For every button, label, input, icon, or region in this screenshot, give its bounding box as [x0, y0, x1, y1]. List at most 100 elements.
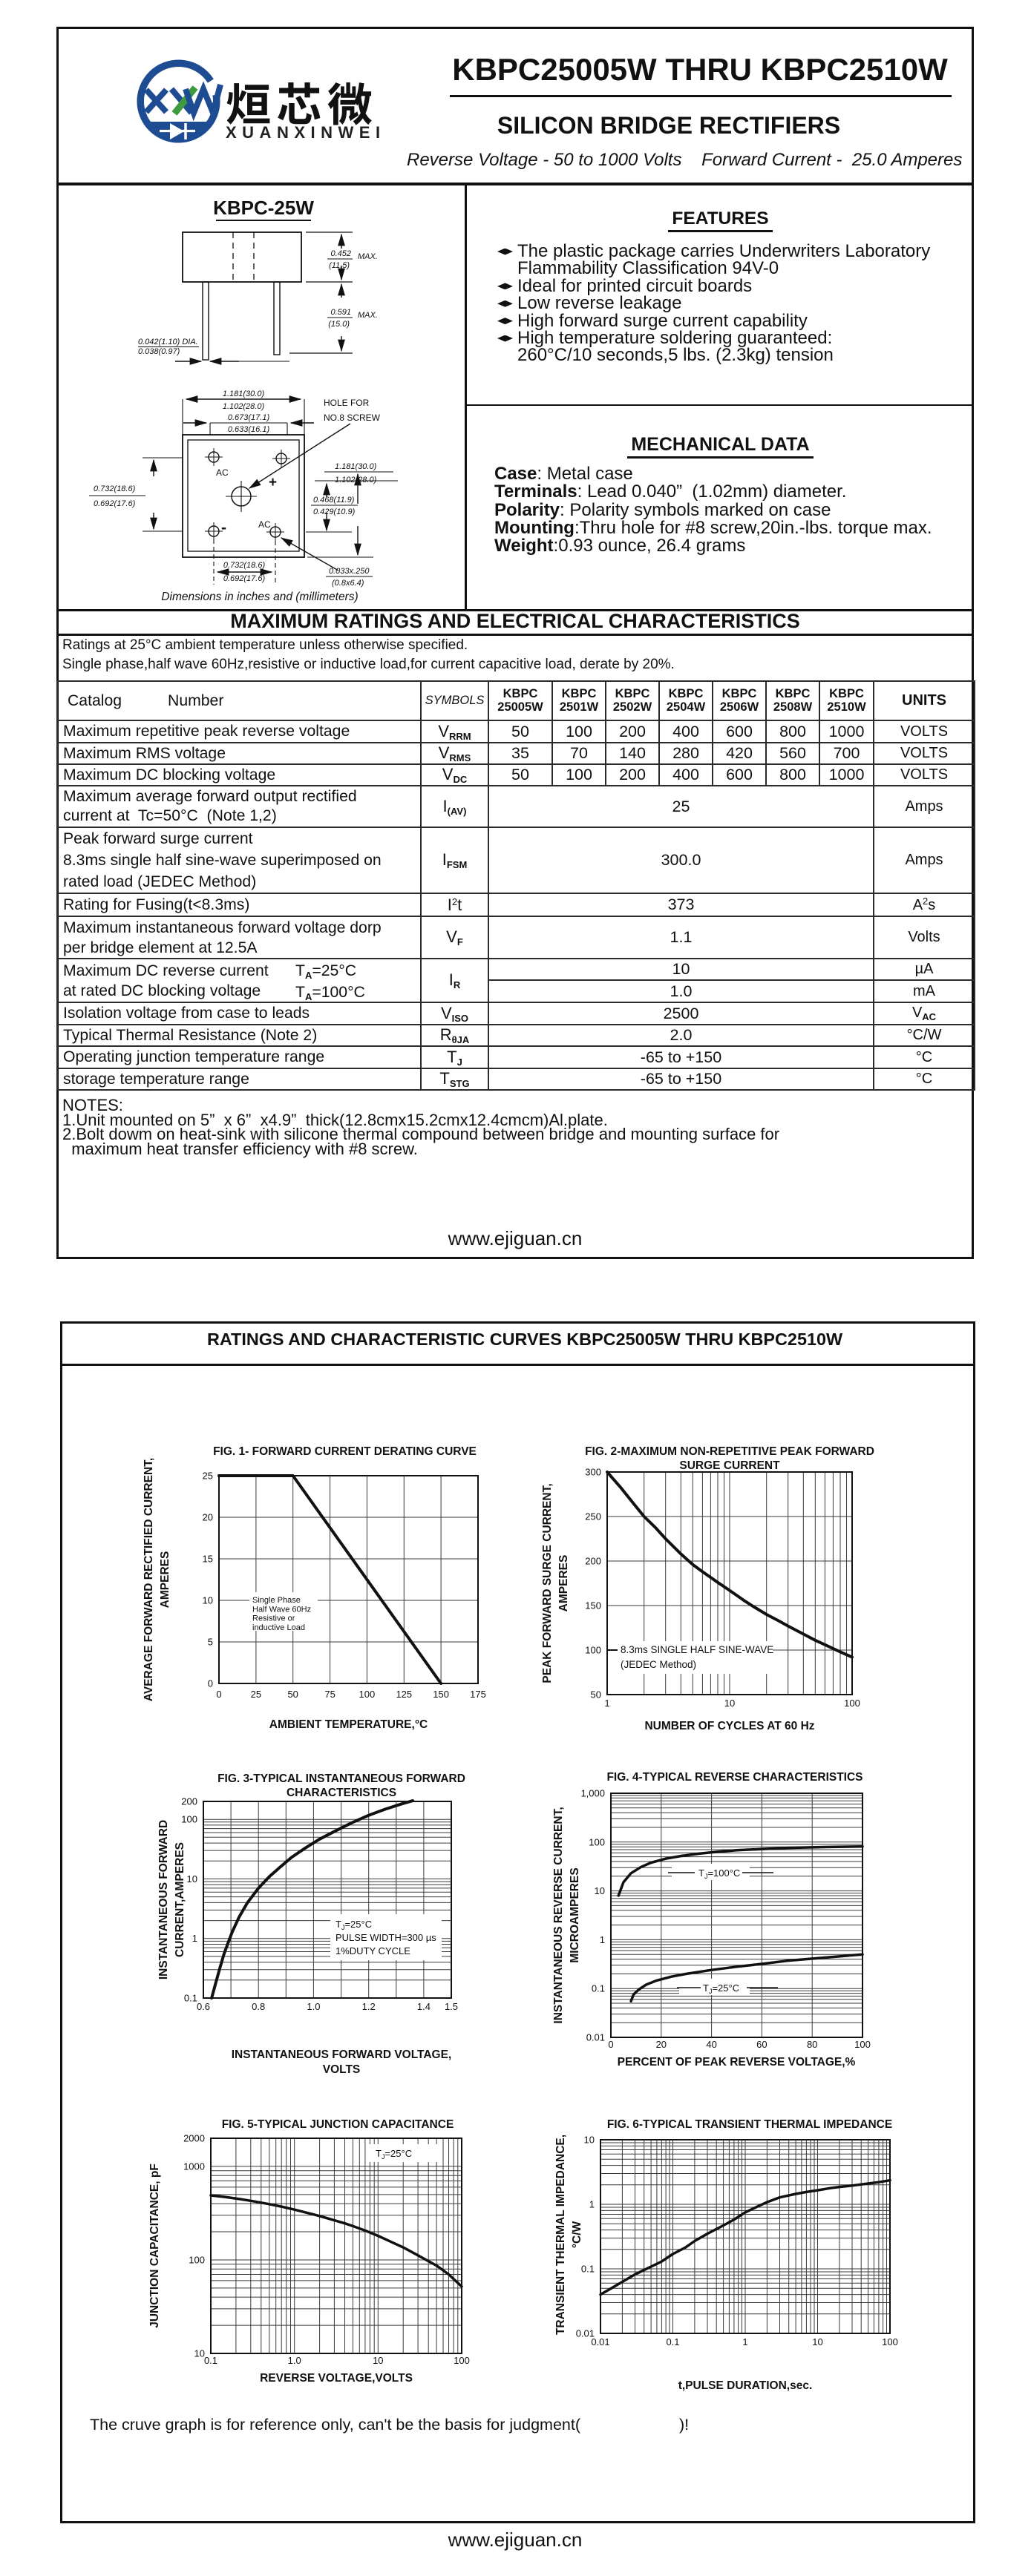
svg-text:10: 10 — [373, 2355, 383, 2366]
svg-text:100: 100 — [854, 2039, 871, 2050]
svg-text:0.468(11.9): 0.468(11.9) — [313, 496, 355, 505]
svg-text:Dimensions in inches and (mill: Dimensions in inches and (millimeters) — [161, 591, 358, 603]
svg-text:2000: 2000 — [183, 2133, 205, 2144]
svg-text:0.1: 0.1 — [581, 2264, 595, 2275]
svg-text:XUANXINWEI: XUANXINWEI — [226, 123, 386, 142]
svg-text:250: 250 — [585, 1511, 601, 1522]
svg-text:1: 1 — [604, 1698, 609, 1709]
svg-text:75: 75 — [324, 1689, 335, 1700]
svg-text:FIG. 4-TYPICAL REVERSE CHARACT: FIG. 4-TYPICAL REVERSE CHARACTERISTICS — [606, 1771, 863, 1784]
svg-text:175: 175 — [470, 1689, 486, 1700]
svg-text:INSTANTANEOUS FORWARD: INSTANTANEOUS FORWARD — [157, 1820, 170, 1979]
svg-text:10: 10 — [187, 1873, 197, 1885]
svg-text:100: 100 — [359, 1689, 376, 1700]
svg-text:AC: AC — [216, 467, 229, 478]
svg-text:NUMBER OF CYCLES AT 60 Hz: NUMBER OF CYCLES AT 60 Hz — [644, 1720, 814, 1732]
svg-text:PULSE WIDTH=300 µs: PULSE WIDTH=300 µs — [336, 1932, 436, 1943]
svg-text:0.01: 0.01 — [586, 2032, 605, 2043]
svg-text:25: 25 — [251, 1689, 261, 1700]
svg-text:Single Phase: Single Phase — [252, 1596, 301, 1605]
svg-text:JUNCTION CAPACITANCE, pF: JUNCTION CAPACITANCE, pF — [148, 2163, 161, 2328]
svg-text:125: 125 — [396, 1689, 412, 1700]
svg-text:100: 100 — [454, 2355, 470, 2366]
svg-text:inductive Load: inductive Load — [252, 1623, 305, 1632]
svg-text:100: 100 — [844, 1698, 860, 1709]
svg-text:HOLE FOR: HOLE FOR — [324, 398, 370, 408]
svg-text:TRANSIENT THERMAL IMPEDANCE,: TRANSIENT THERMAL IMPEDANCE, — [554, 2135, 567, 2335]
svg-text:10: 10 — [724, 1698, 735, 1709]
svg-text:Half Wave 60Hz: Half Wave 60Hz — [252, 1605, 311, 1614]
svg-text:(0.8x6.4): (0.8x6.4) — [332, 579, 364, 588]
svg-text:0.1: 0.1 — [184, 1993, 197, 2004]
svg-text:300: 300 — [585, 1467, 601, 1478]
svg-text:AMBIENT TEMPERATURE,°C: AMBIENT TEMPERATURE,°C — [269, 1718, 428, 1731]
svg-text:0.8: 0.8 — [252, 2001, 265, 2012]
svg-text:FIG. 6-TYPICAL TRANSIENT THERM: FIG. 6-TYPICAL TRANSIENT THERMAL IMPEDAN… — [607, 2118, 892, 2131]
svg-text:(JEDEC Method): (JEDEC Method) — [621, 1659, 696, 1670]
svg-text:10: 10 — [595, 1885, 605, 1896]
svg-text:°C/W: °C/W — [571, 2221, 583, 2248]
svg-text:20: 20 — [203, 1512, 213, 1523]
svg-text:CURRENT,AMPERES: CURRENT,AMPERES — [174, 1842, 186, 1957]
svg-text:MICROAMPERES: MICROAMPERES — [569, 1867, 581, 1962]
svg-text:TJ=100°C: TJ=100°C — [698, 1867, 740, 1880]
svg-text:200: 200 — [181, 1796, 197, 1807]
svg-text:0: 0 — [216, 1689, 221, 1700]
svg-text:25: 25 — [203, 1471, 213, 1482]
svg-text:1: 1 — [192, 1933, 197, 1944]
svg-text:NO.8 SCREW: NO.8 SCREW — [324, 413, 381, 423]
svg-text:10: 10 — [584, 2135, 595, 2146]
svg-text:1.102(28.0): 1.102(28.0) — [335, 476, 377, 484]
svg-text:0.692(17.6): 0.692(17.6) — [94, 499, 136, 508]
svg-text:0.038(0.97): 0.038(0.97) — [138, 347, 180, 356]
svg-text:0.591: 0.591 — [330, 308, 351, 317]
svg-text:0.692(17.6): 0.692(17.6) — [223, 574, 266, 583]
svg-text:1.181(30.0): 1.181(30.0) — [223, 390, 265, 398]
svg-text:50: 50 — [287, 1689, 298, 1700]
svg-text:t,PULSE DURATION,sec.: t,PULSE DURATION,sec. — [678, 2379, 813, 2392]
svg-text:FIG. 3-TYPICAL INSTANTANEOUS F: FIG. 3-TYPICAL INSTANTANEOUS FORWARD — [217, 1772, 465, 1785]
svg-text:0.429(10.9): 0.429(10.9) — [313, 507, 356, 516]
svg-text:1: 1 — [589, 2199, 595, 2210]
svg-text:0.042(1.10) DIA.: 0.042(1.10) DIA. — [138, 338, 198, 346]
svg-text:AMPERES: AMPERES — [159, 1551, 171, 1609]
svg-text:INSTANTANEOUS REVERSE CURRENT,: INSTANTANEOUS REVERSE CURRENT, — [552, 1807, 565, 2023]
svg-text:0.033x.250: 0.033x.250 — [329, 567, 370, 576]
svg-text:0: 0 — [608, 2039, 613, 2050]
svg-text:1.2: 1.2 — [362, 2001, 376, 2012]
svg-text:VOLTS: VOLTS — [323, 2063, 361, 2076]
svg-text:0.6: 0.6 — [197, 2001, 210, 2012]
svg-text:10: 10 — [194, 2348, 205, 2359]
svg-text:TJ=25°C: TJ=25°C — [703, 1982, 739, 1995]
svg-text:(11.5): (11.5) — [329, 261, 350, 270]
svg-text:1.4: 1.4 — [417, 2001, 431, 2012]
svg-text:0.732(18.6): 0.732(18.6) — [223, 561, 266, 570]
svg-text:60: 60 — [756, 2039, 767, 2050]
svg-text:0.452: 0.452 — [330, 249, 351, 258]
svg-text:0.673(17.1): 0.673(17.1) — [228, 413, 270, 422]
svg-text:100: 100 — [189, 2255, 205, 2266]
svg-text:FIG. 5-TYPICAL JUNCTION CAPACI: FIG. 5-TYPICAL JUNCTION CAPACITANCE — [222, 2118, 454, 2131]
svg-text:FIG. 1- FORWARD CURRENT DERATI: FIG. 1- FORWARD CURRENT DERATING CURVE — [213, 1445, 477, 1458]
svg-text:10: 10 — [203, 1595, 213, 1606]
svg-text:50: 50 — [591, 1689, 601, 1701]
svg-text:1.0: 1.0 — [307, 2001, 320, 2012]
svg-text:FIG. 2-MAXIMUM NON-REPETITIVE: FIG. 2-MAXIMUM NON-REPETITIVE PEAK FORWA… — [585, 1445, 874, 1458]
svg-text:1.5: 1.5 — [445, 2001, 458, 2012]
svg-text:40: 40 — [706, 2039, 716, 2050]
svg-text:AMPERES: AMPERES — [557, 1555, 570, 1612]
svg-text:1.181(30.0): 1.181(30.0) — [335, 462, 377, 471]
svg-text:AC: AC — [258, 519, 271, 530]
svg-text:200: 200 — [585, 1556, 601, 1567]
svg-text:MAX.: MAX. — [358, 311, 378, 320]
svg-text:-: - — [221, 519, 226, 536]
svg-text:1%DUTY CYCLE: 1%DUTY CYCLE — [336, 1945, 410, 1956]
svg-text:20: 20 — [656, 2039, 667, 2050]
svg-text:PEAK FORWARD SURGE CURRENT,: PEAK FORWARD SURGE CURRENT, — [541, 1483, 554, 1683]
svg-text:1,000: 1,000 — [580, 1788, 605, 1799]
svg-text:100: 100 — [589, 1836, 605, 1847]
svg-text:15: 15 — [203, 1554, 213, 1565]
svg-text:0.633(16.1): 0.633(16.1) — [228, 425, 270, 434]
svg-text:1: 1 — [600, 1934, 605, 1945]
svg-text:0.1: 0.1 — [666, 2336, 679, 2347]
